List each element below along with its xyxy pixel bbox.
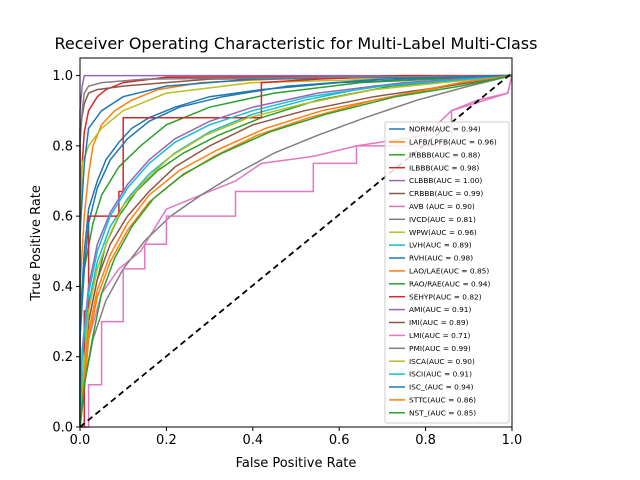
roc-curve-14 xyxy=(79,74,513,428)
axes-frame xyxy=(79,57,513,428)
roc-curve-13 xyxy=(80,74,512,428)
chart-title: Receiver Operating Characteristic for Mu… xyxy=(55,34,538,53)
roc-curve-21 xyxy=(79,74,513,428)
legend-items: NORM(AUC = 0.94) LAFB/LPFB(AUC = 0.96) IRB… xyxy=(389,125,497,417)
legend-label: ISCA(AUC = 0.90) xyxy=(409,357,475,366)
y-tick-label: 0.0 xyxy=(52,421,73,436)
roc-curve-7 xyxy=(79,74,513,428)
x-tick-label: 0.2 xyxy=(156,433,177,448)
y-tick-label: 0.2 xyxy=(52,350,73,365)
y-tick-label: 0.6 xyxy=(52,210,73,225)
legend-label: ILBBB(AUC = 0.98) xyxy=(409,163,479,172)
roc-curve-22 xyxy=(79,74,513,428)
y-tick-label: 1.0 xyxy=(52,69,73,84)
legend-label: CRBBB(AUC = 0.99) xyxy=(409,189,483,198)
legend-label: LMI(AUC = 0.71) xyxy=(409,331,471,340)
y-tick-label: 0.8 xyxy=(52,139,73,154)
roc-curve-18 xyxy=(79,74,513,428)
legend-label: AMI(AUC = 0.91) xyxy=(409,305,471,314)
legend-label: ISC_(AUC = 0.94) xyxy=(409,383,474,392)
legend-label: WPW(AUC = 0.96) xyxy=(409,228,477,237)
roc-curve-10 xyxy=(79,74,513,427)
roc-curve-0 xyxy=(79,74,513,427)
legend-label: NST_(AUC = 0.85) xyxy=(409,408,476,417)
legend-label: RAO/RAE(AUC = 0.94) xyxy=(409,279,490,288)
y-axis-label: True Positive Rate xyxy=(29,185,44,302)
legend-label: NORM(AUC = 0.94) xyxy=(409,125,481,134)
roc-curve-6 xyxy=(79,75,513,428)
legend-label: IRBBB(AUC = 0.88) xyxy=(409,150,480,159)
legend-label: SEHYP(AUC = 0.82) xyxy=(409,292,482,301)
plot-area xyxy=(79,57,513,428)
legend-label: LAO/LAE(AUC = 0.85) xyxy=(409,267,489,276)
legend-box xyxy=(384,121,510,424)
x-tick-label: 0.0 xyxy=(70,433,91,448)
legend-label: LVH(AUC = 0.89) xyxy=(409,241,472,250)
roc-curve-19 xyxy=(79,74,513,428)
x-tick-label: 0.8 xyxy=(415,433,436,448)
legend-label: IVCD(AUC = 0.81) xyxy=(409,215,476,224)
x-tick-label: 0.4 xyxy=(242,433,263,448)
legend-label: PMI(AUC = 0.99) xyxy=(409,344,471,353)
legend-label: LAFB/LPFB(AUC = 0.96) xyxy=(409,138,497,147)
legend-label: RVH(AUC = 0.98) xyxy=(409,254,473,263)
legend: NORM(AUC = 0.94) LAFB/LPFB(AUC = 0.96) IRB… xyxy=(384,121,510,424)
x-axis-ticks: 0.0 0.2 0.4 0.6 0.8 1.0 xyxy=(70,427,523,448)
roc-curve-15 xyxy=(79,74,513,428)
x-axis-label: False Positive Rate xyxy=(236,456,357,471)
y-axis-ticks: 0.0 0.2 0.4 0.6 0.8 1.0 xyxy=(52,69,80,436)
roc-curve-20 xyxy=(79,74,513,427)
legend-label: STTC(AUC = 0.86) xyxy=(409,396,476,405)
y-tick-label: 0.4 xyxy=(52,280,73,295)
series-layer xyxy=(79,74,513,428)
x-tick-label: 1.0 xyxy=(502,433,523,448)
legend-label: AVB (AUC = 0.90) xyxy=(409,202,475,211)
legend-label: IMI(AUC = 0.89) xyxy=(409,318,469,327)
legend-label: CLBBB(AUC = 1.00) xyxy=(409,176,482,185)
x-tick-label: 0.6 xyxy=(329,433,350,448)
legend-label: ISCI(AUC = 0.91) xyxy=(409,370,472,379)
